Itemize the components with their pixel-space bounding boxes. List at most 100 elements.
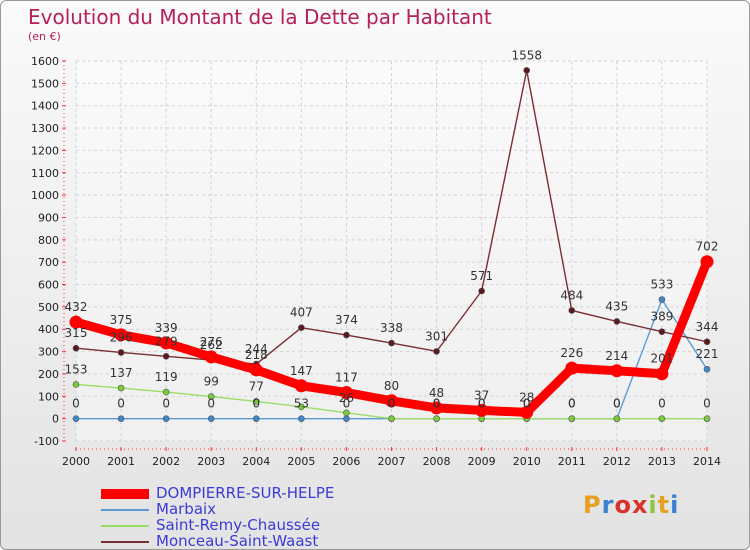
data-point [298, 403, 305, 411]
data-label: 0 [703, 397, 711, 411]
x-tick-label: 2008 [423, 455, 451, 468]
data-label: 0 [433, 397, 441, 411]
data-label: 119 [155, 370, 178, 384]
data-point [568, 307, 576, 314]
legend-swatch [101, 489, 149, 499]
data-label: 77 [249, 379, 264, 393]
data-point [117, 415, 125, 422]
plot-area [76, 61, 707, 441]
y-tick-label: 600 [38, 279, 59, 292]
data-label: 0 [72, 397, 80, 411]
data-point [252, 398, 260, 405]
data-label: 0 [568, 397, 576, 411]
data-point [703, 365, 711, 373]
data-label: 0 [388, 397, 396, 411]
data-point [520, 405, 534, 419]
data-label: 432 [65, 300, 88, 314]
data-point [343, 331, 350, 339]
data-label: 26 [339, 391, 354, 405]
y-tick-label: 300 [38, 346, 59, 359]
data-label: 0 [478, 397, 486, 411]
logo-letter: r [601, 491, 615, 519]
data-point [475, 403, 489, 417]
data-point [655, 367, 669, 381]
data-label: 201 [650, 352, 673, 366]
data-label: 315 [65, 326, 88, 340]
x-tick-label: 2009 [468, 455, 496, 468]
data-label: 99 [204, 375, 219, 389]
data-label: 276 [200, 335, 223, 349]
data-label: 1558 [511, 48, 542, 62]
x-tick-label: 2007 [378, 455, 406, 468]
data-label: 0 [433, 397, 441, 411]
data-point [252, 415, 260, 422]
data-point [343, 409, 350, 417]
data-label: 533 [650, 278, 673, 292]
data-point [114, 328, 128, 342]
logo-letter: i [670, 491, 680, 519]
data-label: 37 [474, 388, 489, 402]
data-point [700, 255, 714, 269]
x-tick-label: 2006 [332, 455, 360, 468]
data-label: 389 [650, 310, 673, 324]
x-tick-label: 2005 [287, 455, 315, 468]
proxiti-logo: Proxiti [583, 491, 679, 519]
y-tick-label: 1300 [31, 122, 59, 135]
data-point [159, 336, 173, 350]
data-label: 221 [696, 347, 719, 361]
data-label: 214 [605, 349, 628, 363]
data-label: 80 [384, 379, 399, 393]
data-label: 0 [613, 397, 621, 411]
y-tick-label: 1400 [31, 100, 59, 113]
data-point [298, 324, 305, 331]
data-point [388, 415, 395, 422]
y-tick-label: 1200 [31, 144, 59, 157]
data-point [69, 315, 83, 329]
data-label: 0 [613, 397, 621, 411]
data-label: 0 [523, 397, 531, 411]
data-point [72, 381, 80, 388]
data-label: 53 [294, 397, 309, 411]
legend-label: Monceau-Saint-Waast [156, 532, 319, 550]
data-point [204, 350, 218, 364]
data-label: 702 [696, 240, 719, 254]
data-point [478, 287, 485, 295]
y-tick-label: 900 [38, 211, 59, 224]
data-point [658, 415, 666, 422]
data-point [430, 401, 444, 415]
y-tick-label: 200 [38, 368, 59, 381]
data-label: 375 [110, 313, 133, 327]
data-point [658, 328, 666, 335]
data-point [610, 364, 624, 378]
data-point [72, 415, 80, 422]
data-label: 262 [200, 338, 223, 352]
y-tick-label: 1100 [31, 167, 59, 180]
logo-letter: x [631, 491, 649, 519]
y-tick-label: 1000 [31, 189, 59, 202]
data-label: 338 [380, 321, 403, 335]
data-label: 279 [155, 334, 178, 348]
x-tick-label: 2000 [62, 455, 90, 468]
data-point [207, 415, 215, 422]
x-tick-label: 2003 [197, 455, 225, 468]
data-point [339, 385, 353, 399]
data-point [433, 348, 440, 355]
data-point [613, 415, 621, 422]
x-tick-label: 2014 [693, 455, 721, 468]
data-label: 301 [425, 329, 448, 343]
data-label: 484 [560, 288, 583, 302]
data-point [162, 415, 170, 422]
x-tick-label: 2011 [558, 455, 586, 468]
data-point [117, 349, 125, 356]
data-point [298, 415, 305, 422]
data-label: 0 [343, 397, 351, 411]
logo-letter: P [583, 491, 602, 519]
legend-swatch [101, 525, 149, 527]
data-label: 0 [207, 397, 215, 411]
data-label: 0 [478, 397, 486, 411]
chart-subtitle: (en €) [28, 30, 61, 43]
data-label: 137 [110, 366, 133, 380]
data-point [207, 393, 215, 400]
logo-letter: i [648, 491, 658, 519]
